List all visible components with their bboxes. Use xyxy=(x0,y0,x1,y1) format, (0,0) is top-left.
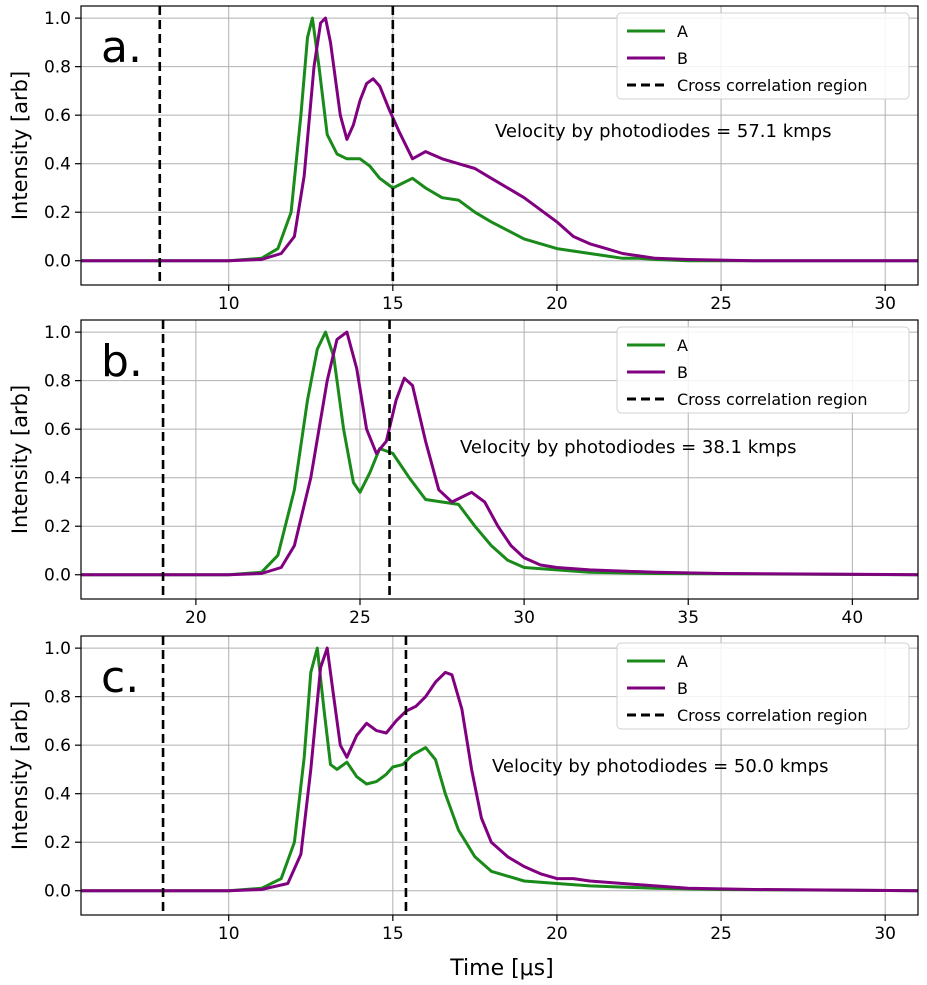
x-tick-label: 25 xyxy=(349,608,371,628)
x-tick-label: 20 xyxy=(546,294,568,314)
x-tick-label: 20 xyxy=(546,924,568,944)
x-axis-label: Time [μs] xyxy=(449,956,553,981)
y-tick-label: 0.0 xyxy=(44,882,71,902)
x-tick-label: 10 xyxy=(218,924,240,944)
panel-b: 20 25 30 35 40 0.0 0.2 0.4 0.6 0.8 1.0 Intensity [a… xyxy=(8,319,919,628)
x-tick-label: 20 xyxy=(185,608,207,628)
legend xyxy=(616,642,910,730)
y-tick-label: 0.6 xyxy=(44,420,71,440)
y-tick-label: 0.4 xyxy=(44,785,71,805)
legend xyxy=(616,12,910,100)
legend-label: B xyxy=(677,363,688,382)
y-tick-label: 0.4 xyxy=(44,469,71,489)
legend-label: A xyxy=(677,22,688,41)
y-axis-label: Intensity [arb] xyxy=(8,701,32,850)
legend-label: Cross correlation region xyxy=(677,76,867,95)
series-B-line xyxy=(81,330,918,577)
x-tick-label: 40 xyxy=(842,608,864,628)
velocity-annotation: Velocity by photodiodes = 57.1 kmps xyxy=(495,121,831,142)
plot-frame xyxy=(80,635,919,916)
x-tick-label: 30 xyxy=(874,294,896,314)
plot-frame xyxy=(80,5,919,286)
y-axis-label: Intensity [arb] xyxy=(8,385,32,534)
y-tick-label: 0.0 xyxy=(44,566,71,586)
y-tick-label: 0.8 xyxy=(44,372,71,392)
y-tick-label: 0.6 xyxy=(44,736,71,756)
legend-label: A xyxy=(677,336,688,355)
y-tick-label: 0.8 xyxy=(44,58,71,78)
panel-letter: b. xyxy=(101,336,143,387)
legend-label: B xyxy=(677,49,688,68)
y-tick-label: 1.0 xyxy=(44,9,71,29)
legend-label: Cross correlation region xyxy=(677,706,867,725)
x-tick-label: 15 xyxy=(382,924,404,944)
y-tick-label: 0.6 xyxy=(44,106,71,126)
x-tick-label: 35 xyxy=(677,608,699,628)
panel-letter: a. xyxy=(101,22,142,73)
y-tick-label: 0.0 xyxy=(44,252,71,272)
y-tick-label: 0.8 xyxy=(44,688,71,708)
panel-a: 10 15 20 25 30 0.0 0.2 0.4 0.6 0.8 1.0 Intensity [a… xyxy=(8,5,919,314)
y-tick-label: 1.0 xyxy=(44,639,71,659)
legend xyxy=(616,326,910,414)
series-A-line xyxy=(81,330,918,577)
legend-label: Cross correlation region xyxy=(677,390,867,409)
x-tick-label: 25 xyxy=(710,924,732,944)
y-tick-label: 1.0 xyxy=(44,323,71,343)
plot-frame xyxy=(80,319,919,600)
panel-c: 10 15 20 25 30 0.0 0.2 0.4 0.6 0.8 1.0 Intensity [a… xyxy=(8,635,919,944)
y-tick-label: 0.2 xyxy=(44,517,71,537)
x-tick-label: 15 xyxy=(382,294,404,314)
legend-label: B xyxy=(677,679,688,698)
series-B-line xyxy=(81,16,918,263)
legend-label: A xyxy=(677,652,688,671)
x-tick-label: 25 xyxy=(710,294,732,314)
y-axis-label: Intensity [arb] xyxy=(8,71,32,220)
velocity-annotation: Velocity by photodiodes = 50.0 kmps xyxy=(492,756,828,777)
series-B-line xyxy=(81,646,918,893)
series-A-line xyxy=(81,16,918,263)
x-tick-label: 30 xyxy=(874,924,896,944)
y-tick-label: 0.2 xyxy=(44,203,71,223)
y-tick-label: 0.2 xyxy=(44,833,71,853)
x-tick-label: 10 xyxy=(218,294,240,314)
series-A-line xyxy=(81,646,918,893)
y-tick-label: 0.4 xyxy=(44,155,71,175)
x-tick-label: 30 xyxy=(513,608,535,628)
panel-letter: c. xyxy=(101,652,139,703)
velocity-annotation: Velocity by photodiodes = 38.1 kmps xyxy=(460,437,796,458)
